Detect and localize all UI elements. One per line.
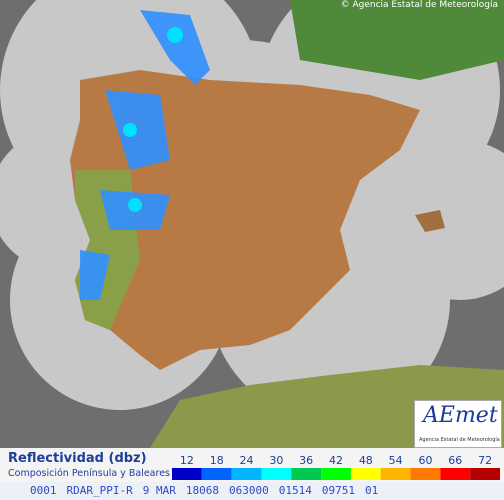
- scale-swatch: [321, 468, 351, 480]
- logo-text: AEmet: [423, 403, 498, 428]
- legend: Reflectividad (dbz) Composición Penínsul…: [0, 448, 504, 482]
- scale-label: 66: [448, 454, 462, 467]
- baleares: [415, 210, 445, 232]
- scale-label: 18: [210, 454, 224, 467]
- footer-field: 09751: [321, 484, 355, 497]
- copyright: © Agencia Estatal de Meteorología: [340, 0, 498, 10]
- france: [290, 0, 504, 80]
- scale-label: 24: [240, 454, 254, 467]
- scale-label: 60: [418, 454, 432, 467]
- scale-swatch: [261, 468, 292, 480]
- footer-field: 063000: [228, 484, 269, 497]
- scale-swatch: [201, 468, 232, 480]
- echoes-strong: [123, 27, 183, 212]
- logo-subtext: Agencia Estatal de Meteorología: [419, 437, 500, 443]
- legend-subtitle: Composición Península y Baleares: [8, 468, 170, 479]
- map: [0, 0, 504, 448]
- footer: 0001 RDAR_PPI-R 9 MAR 18068 063000 01514 09751…: [0, 482, 504, 500]
- footer-field: 01514: [278, 484, 312, 497]
- footer-field: 18068: [185, 484, 219, 497]
- color-scale: 12 18 24 30 36 42 48 54 60 66 72: [172, 454, 500, 480]
- echoes: [80, 10, 210, 300]
- footer-field: RDAR_PPI-R: [66, 484, 133, 497]
- scale-label: 36: [299, 454, 313, 467]
- footer-field: 0001: [30, 484, 57, 497]
- scale-label: 12: [180, 454, 194, 467]
- footer-field: 01: [364, 484, 379, 497]
- scale-label: 42: [329, 454, 343, 467]
- footer-field: 9 MAR: [142, 484, 176, 497]
- logo: AEmet Agencia Estatal de Meteorología: [414, 400, 502, 448]
- scale-label: 54: [389, 454, 403, 467]
- scale-swatch: [410, 468, 441, 480]
- legend-title: Reflectividad (dbz): [8, 451, 147, 466]
- scale-label: 30: [269, 454, 283, 467]
- scale-swatch: [172, 468, 202, 480]
- scale-swatch: [291, 468, 322, 480]
- scale-swatch: [380, 468, 411, 480]
- scale-swatch: [470, 468, 500, 480]
- scale-swatch: [440, 468, 471, 480]
- scale-label: 72: [478, 454, 492, 467]
- scale-swatch: [231, 468, 262, 480]
- scale-swatch: [350, 468, 381, 480]
- scale-label: 48: [359, 454, 373, 467]
